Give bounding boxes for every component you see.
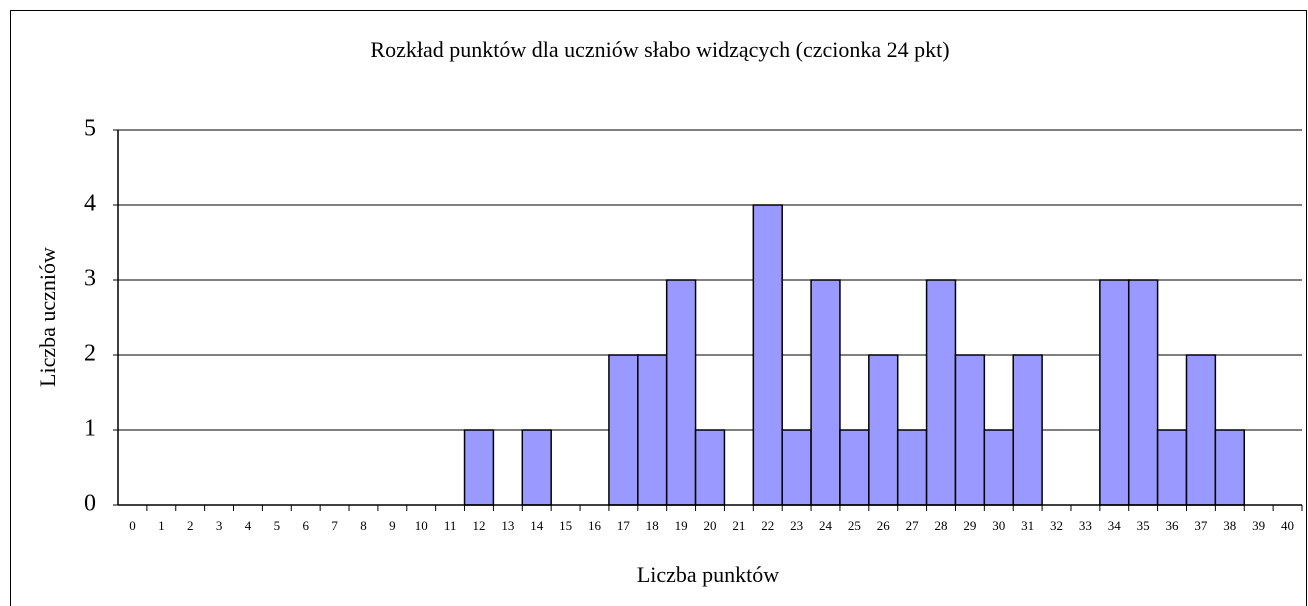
x-tick-label: 32	[1050, 518, 1063, 533]
x-tick-label: 17	[617, 518, 631, 533]
x-tick-label: 21	[732, 518, 745, 533]
x-tick-label: 14	[530, 518, 544, 533]
bar	[752, 204, 783, 506]
bar	[839, 429, 870, 506]
x-tick-label: 5	[274, 518, 281, 533]
x-tick-label: 40	[1281, 518, 1294, 533]
bar	[665, 279, 697, 506]
x-tick-label: 23	[790, 518, 803, 533]
bar	[868, 354, 899, 506]
x-tick-label: 29	[963, 518, 976, 533]
y-axis-label: Liczba uczniów	[35, 247, 60, 387]
y-tick-label: 3	[84, 266, 96, 292]
x-tick-label: 13	[501, 518, 514, 533]
x-tick-label: 38	[1223, 518, 1236, 533]
y-tick-label: 2	[84, 341, 96, 367]
y-tick-label: 4	[84, 191, 96, 217]
x-tick-label: 37	[1194, 518, 1208, 533]
bar	[1099, 279, 1130, 506]
x-tick-label: 4	[245, 518, 252, 533]
x-tick-label: 11	[444, 518, 457, 533]
x-tick-label: 30	[992, 518, 1005, 533]
bar	[1156, 429, 1188, 506]
x-tick-label: 39	[1252, 518, 1265, 533]
bar	[925, 279, 957, 506]
x-tick-label: 1	[158, 518, 165, 533]
x-tick-label: 15	[559, 518, 572, 533]
bar	[896, 429, 928, 506]
bar	[1214, 429, 1245, 506]
bar	[810, 279, 841, 506]
x-tick-label: 7	[331, 518, 338, 533]
bar	[521, 429, 552, 506]
chart-border	[10, 10, 1307, 606]
x-tick-label: 0	[129, 518, 136, 533]
x-tick-label: 12	[472, 518, 485, 533]
x-tick-label: 6	[302, 518, 309, 533]
x-tick-label: 16	[588, 518, 602, 533]
x-tick-label: 28	[935, 518, 948, 533]
x-tick-label: 24	[819, 518, 833, 533]
y-tick-label: 1	[84, 416, 96, 442]
bar	[463, 429, 495, 506]
x-tick-label: 34	[1108, 518, 1122, 533]
x-tick-label: 3	[216, 518, 223, 533]
bar	[694, 429, 726, 506]
x-tick-label: 22	[761, 518, 774, 533]
x-tick-label: 2	[187, 518, 194, 533]
y-tick-label: 5	[84, 116, 96, 142]
x-tick-label: 19	[675, 518, 688, 533]
x-tick-label: 35	[1137, 518, 1150, 533]
x-tick-label: 33	[1079, 518, 1092, 533]
x-tick-label: 25	[848, 518, 861, 533]
x-tick-label: 10	[415, 518, 428, 533]
x-tick-label: 20	[704, 518, 717, 533]
bar	[781, 429, 812, 506]
chart-title: Rozkład punktów dla uczniów słabo widząc…	[370, 37, 949, 62]
bar	[637, 354, 668, 506]
x-tick-label: 36	[1166, 518, 1180, 533]
bar	[983, 429, 1014, 506]
bar	[1127, 279, 1159, 506]
bar	[608, 354, 639, 506]
x-tick-label: 27	[906, 518, 920, 533]
x-axis-label: Liczba punktów	[637, 562, 779, 587]
bar	[954, 354, 986, 506]
x-tick-label: 8	[360, 518, 367, 533]
x-tick-label: 18	[646, 518, 659, 533]
bar	[1185, 354, 1217, 506]
x-tick-label: 26	[877, 518, 891, 533]
y-tick-label: 0	[84, 491, 96, 517]
x-tick-label: 9	[389, 518, 396, 533]
bar	[1012, 354, 1043, 506]
x-tick-label: 31	[1021, 518, 1034, 533]
